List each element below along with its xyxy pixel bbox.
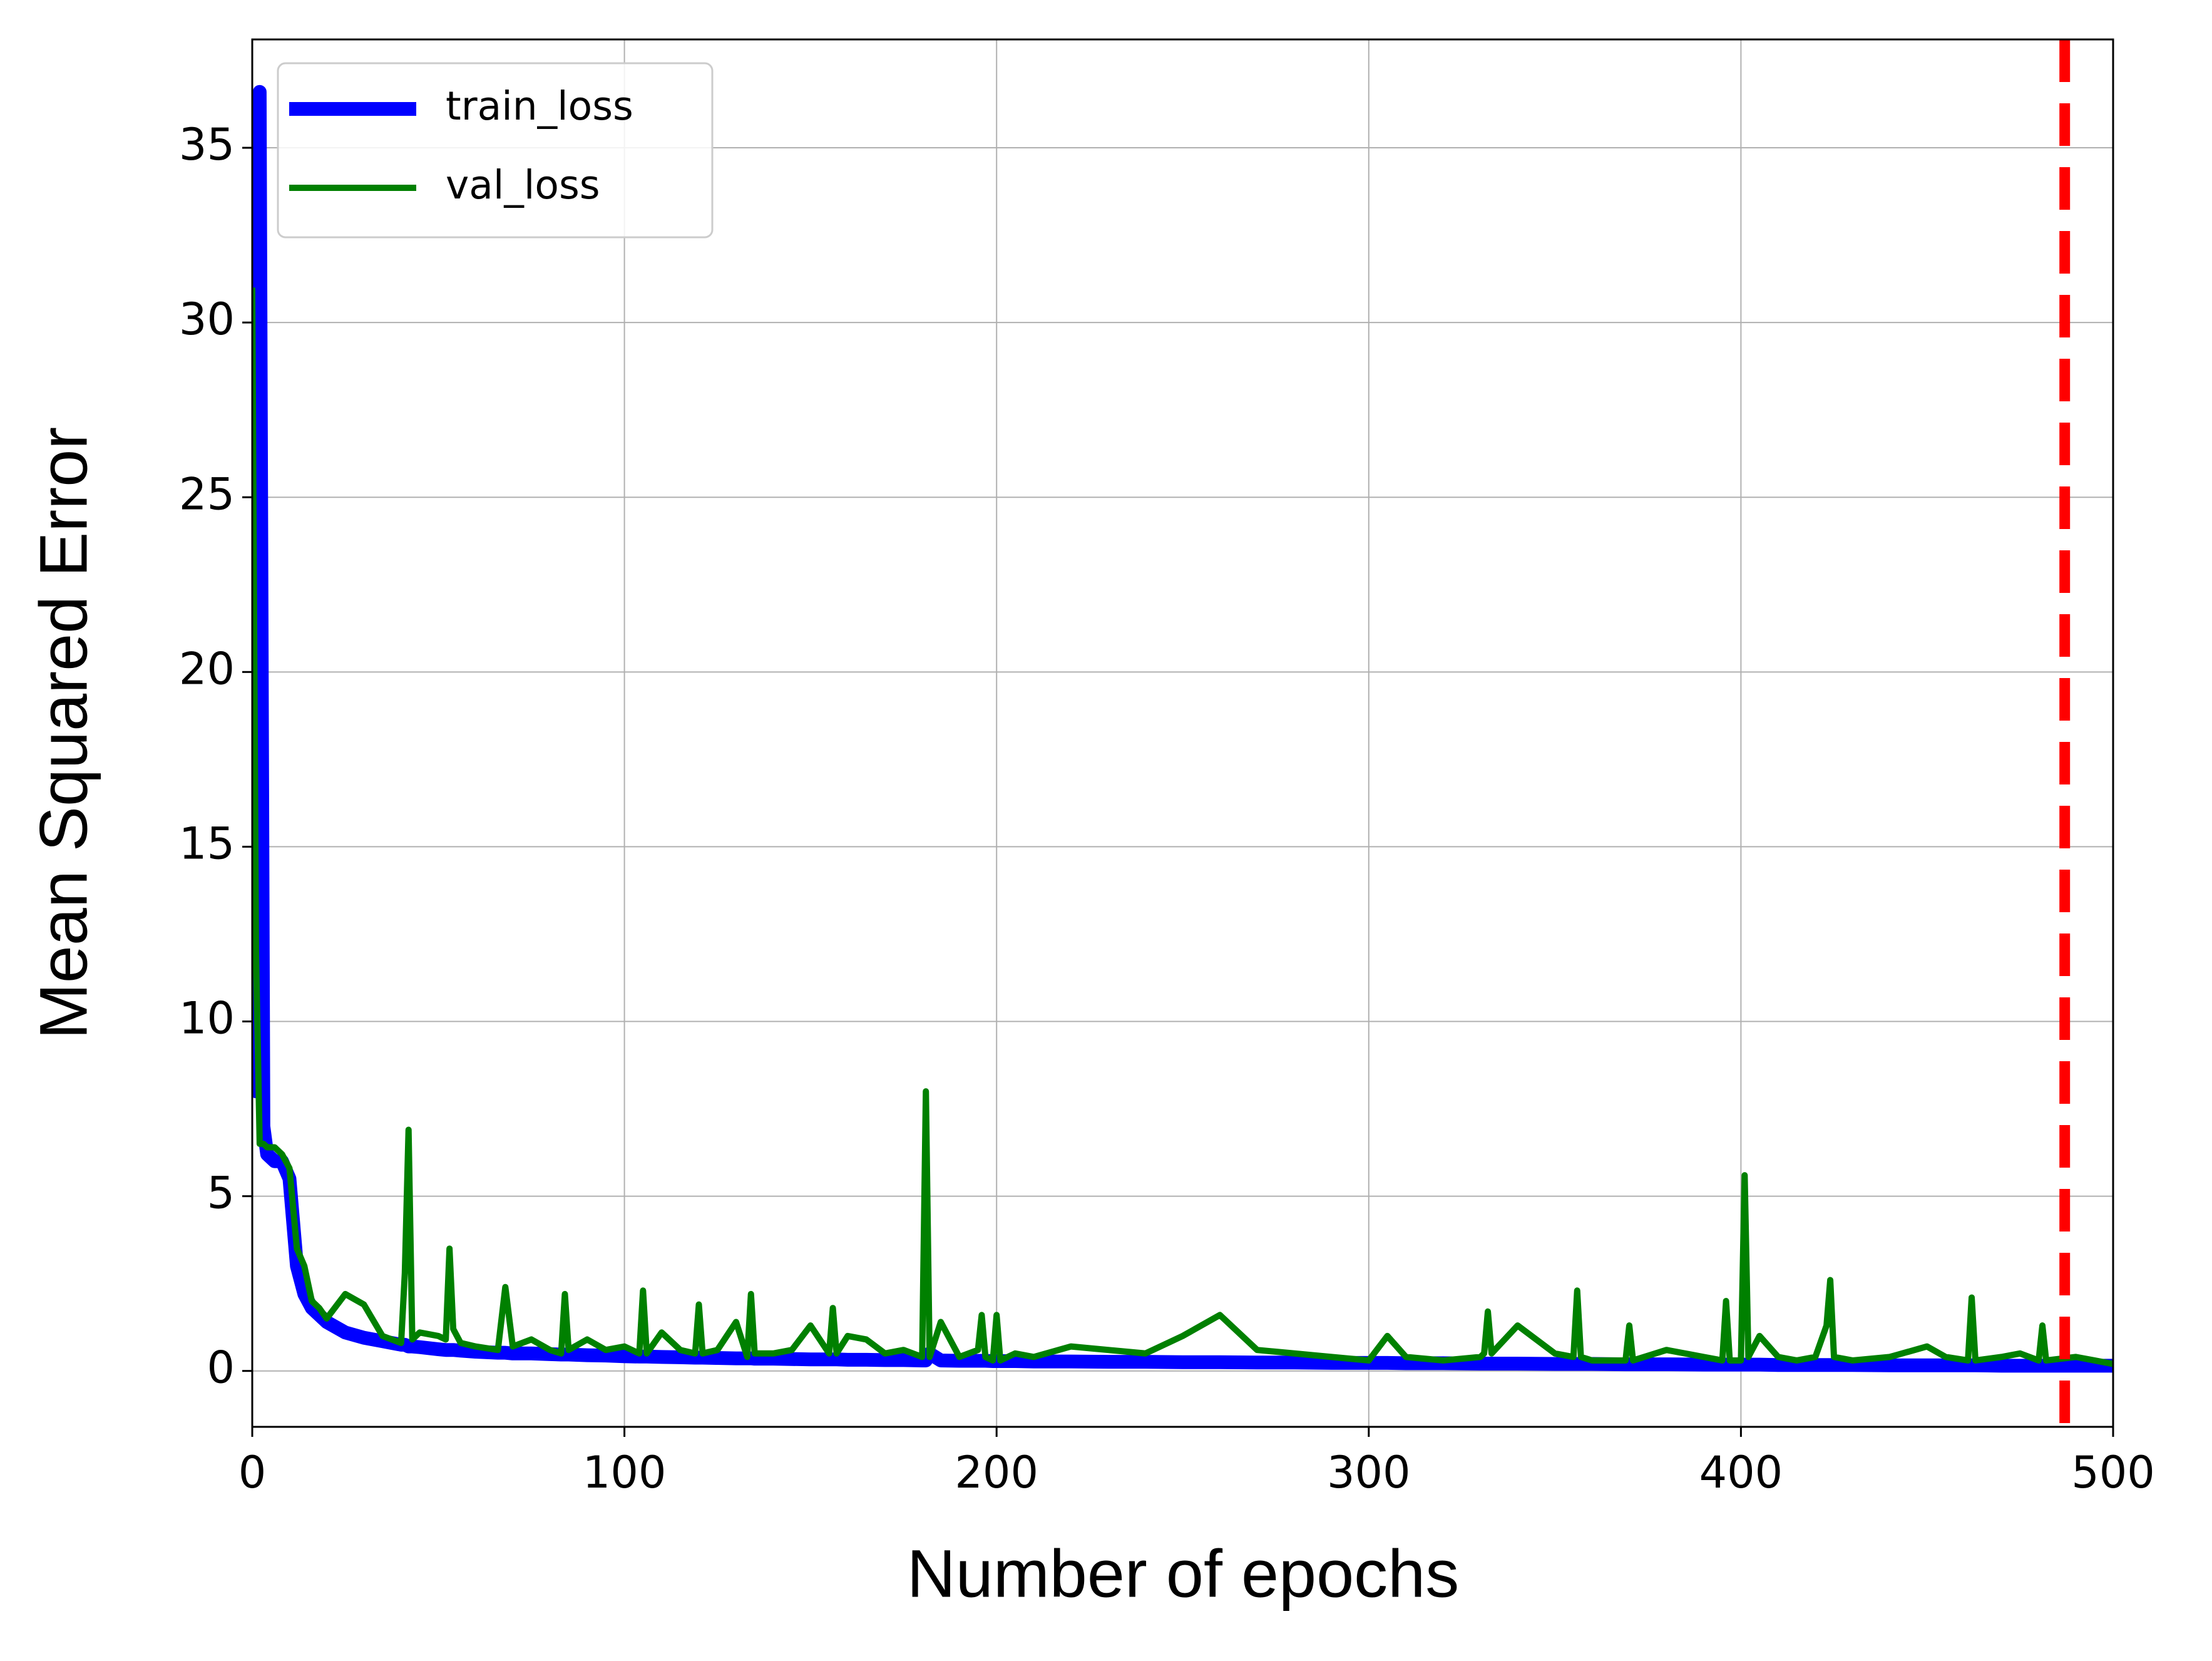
series-line: [252, 85, 2113, 1373]
x-tick-label: 400: [1699, 1447, 1783, 1498]
legend-label: train_loss: [446, 83, 633, 129]
y-tick-label: 5: [207, 1168, 235, 1219]
y-tick-label: 15: [179, 818, 235, 869]
ticks: 0 5 10 15 20 25 30 35 0 100 200 300 400 500: [179, 119, 2155, 1498]
x-axis-label: Number of epochs: [907, 1536, 1459, 1612]
y-tick-label: 25: [179, 468, 235, 520]
x-tick-label: 300: [1327, 1447, 1411, 1498]
y-tick-label: 10: [179, 993, 235, 1044]
y-tick-label: 0: [207, 1342, 235, 1394]
x-tick-label: 500: [2071, 1447, 2155, 1498]
x-tick-label: 0: [238, 1447, 267, 1498]
plot-area: [252, 39, 2113, 1427]
x-tick-label: 100: [583, 1447, 667, 1498]
legend: train_loss val_loss: [277, 62, 714, 239]
axes-frame: [251, 38, 2114, 1428]
y-tick-label: 30: [179, 294, 235, 345]
y-tick-label: 35: [179, 119, 235, 170]
legend-label: val_loss: [446, 162, 600, 208]
y-tick-label: 20: [179, 643, 235, 694]
series-line: [252, 287, 2113, 1367]
x-tick-label: 200: [955, 1447, 1038, 1498]
y-axis-label: Mean Squared Error: [26, 427, 101, 1040]
